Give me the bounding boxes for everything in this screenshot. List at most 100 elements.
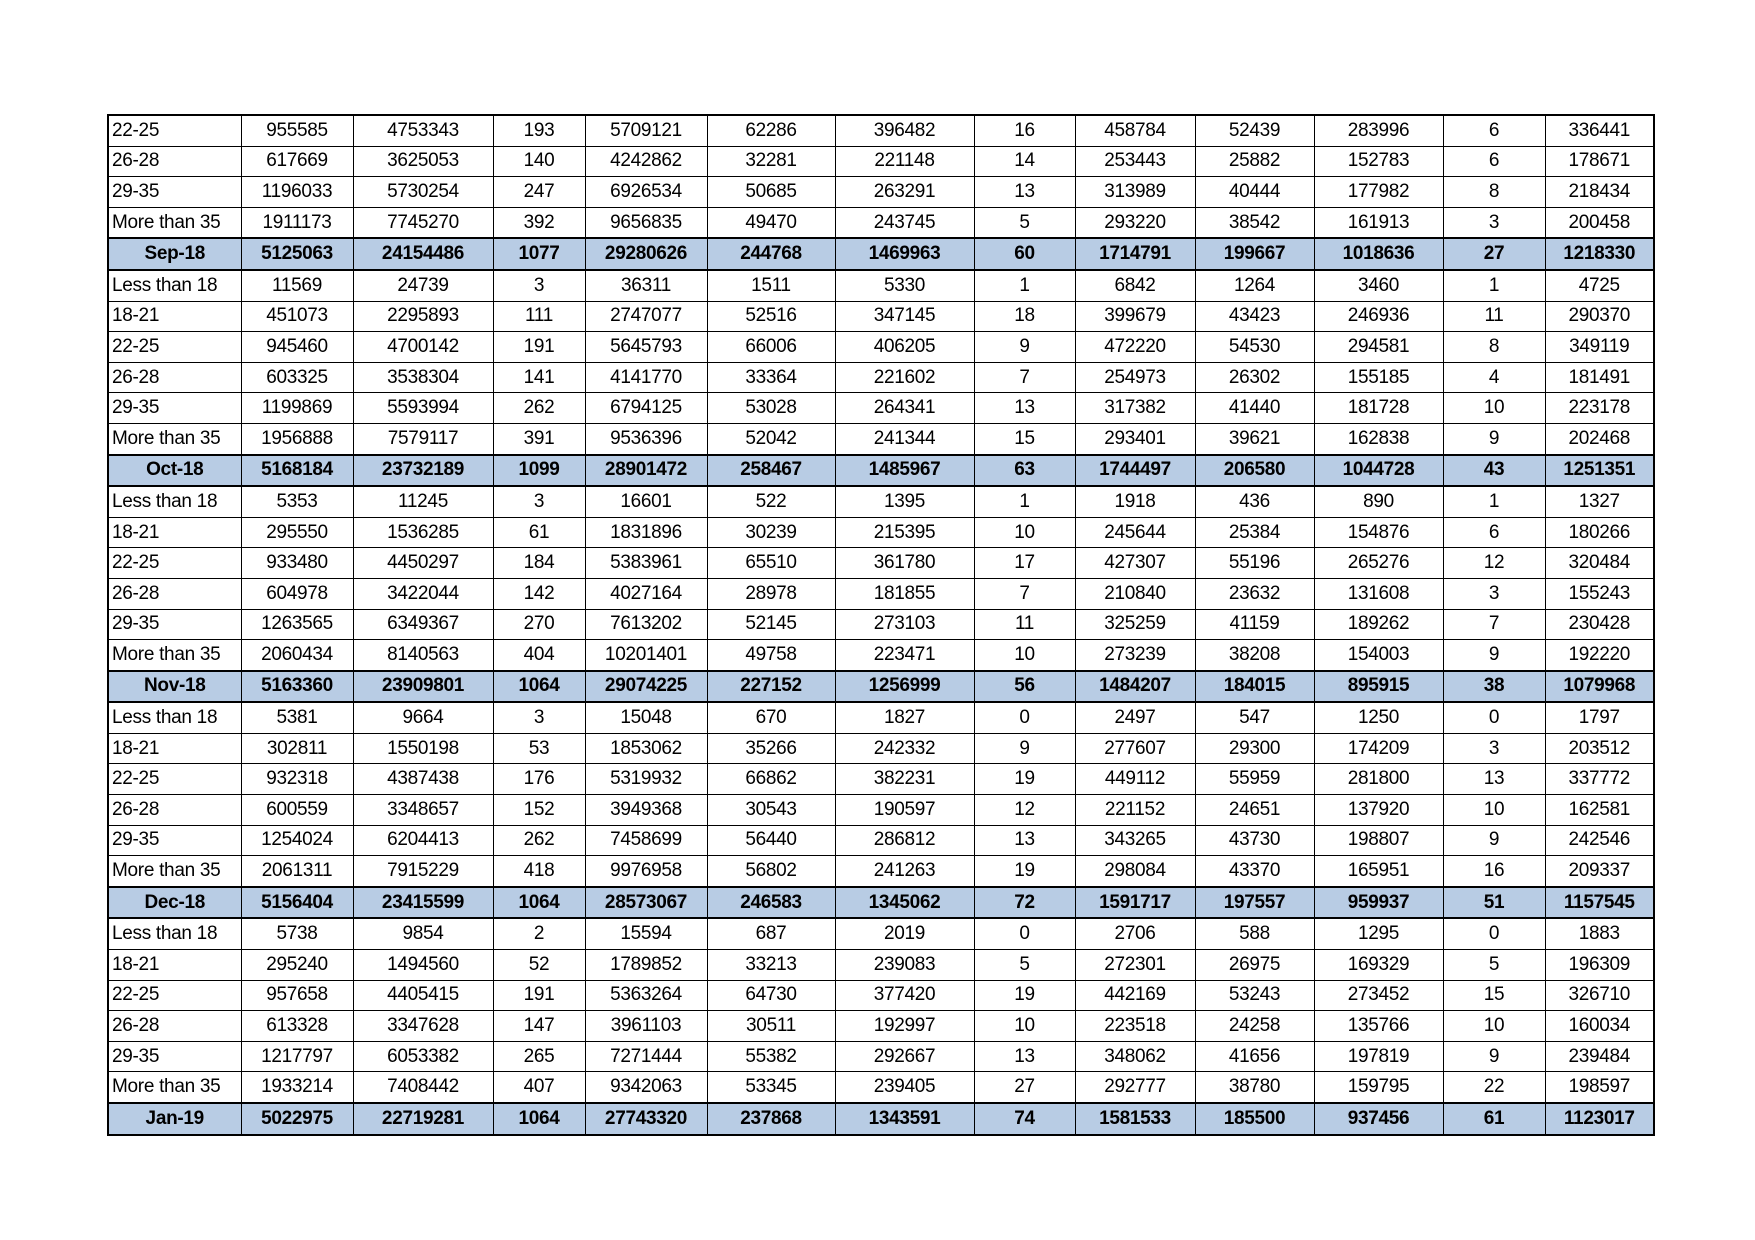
table-cell: 199667: [1194, 237, 1315, 271]
table-cell: 27743320: [584, 1102, 708, 1136]
table-cell: 273452: [1313, 979, 1444, 1012]
table-cell: 890: [1313, 485, 1444, 518]
table-cell: 281800: [1313, 763, 1444, 796]
row-label: 18-21: [107, 516, 242, 549]
table-cell: 192997: [834, 1010, 975, 1042]
row-label: More than 35: [107, 1071, 242, 1104]
table-cell: 472220: [1074, 331, 1196, 363]
table-cell: 33364: [706, 361, 836, 394]
table-cell: 5163360: [240, 669, 354, 704]
table-cell: 1469963: [834, 237, 975, 271]
row-label: Less than 18: [107, 917, 242, 951]
table-cell: 1123017: [1544, 1102, 1655, 1136]
table-cell: 6794125: [584, 392, 708, 424]
table-cell: 4753343: [352, 114, 494, 147]
table-cell: 1256999: [834, 669, 975, 704]
table-cell: 1827: [834, 701, 975, 734]
table-cell: 43730: [1194, 824, 1315, 857]
table-cell: 22: [1442, 1071, 1546, 1104]
table-cell: 347145: [834, 300, 975, 333]
table-cell: 24739: [352, 269, 494, 302]
table-cell: 945460: [240, 331, 354, 363]
table-cell: 4: [1442, 361, 1546, 394]
row-label: 29-35: [107, 176, 242, 208]
age-group-row: 22-25 957658 4405415 191 5363264 64730 377420 1…: [107, 979, 1655, 1012]
age-group-row: Less than 18 5381 9664 3 15048 670 1827 0 2497 54…: [107, 701, 1655, 734]
row-label: Jan-19: [107, 1102, 242, 1136]
table-cell: 243745: [834, 206, 975, 239]
table-cell: 7271444: [584, 1040, 708, 1073]
table-cell: 1744497: [1074, 453, 1196, 488]
table-cell: 5363264: [584, 979, 708, 1012]
table-cell: 404: [492, 639, 586, 672]
table-cell: 1199869: [240, 392, 354, 424]
table-cell: 7: [973, 577, 1076, 610]
table-cell: 56802: [706, 855, 836, 888]
table-cell: 1196033: [240, 176, 354, 208]
table-cell: 169329: [1313, 949, 1444, 981]
table-cell: 377420: [834, 979, 975, 1012]
table-cell: 5: [973, 206, 1076, 239]
table-cell: 26302: [1194, 361, 1315, 394]
table-cell: 1591717: [1074, 885, 1196, 920]
table-cell: 63: [973, 453, 1076, 488]
table-cell: 2061311: [240, 855, 354, 888]
table-cell: 3: [1442, 577, 1546, 610]
table-cell: 223518: [1074, 1010, 1196, 1042]
table-cell: 36311: [584, 269, 708, 302]
table-cell: 7745270: [352, 206, 494, 239]
table-cell: 5: [973, 949, 1076, 981]
table-cell: 10: [1442, 392, 1546, 424]
table-cell: 51: [1442, 885, 1546, 920]
table-cell: 22719281: [352, 1102, 494, 1136]
table-cell: 223178: [1544, 392, 1655, 424]
table-cell: 5330: [834, 269, 975, 302]
table-cell: 1295: [1313, 917, 1444, 951]
table-cell: 242332: [834, 732, 975, 765]
table-cell: 283996: [1313, 114, 1444, 147]
age-group-row: Less than 18 5738 9854 2 15594 687 2019 0 2706 58…: [107, 917, 1655, 951]
table-cell: 241263: [834, 855, 975, 888]
row-label: 18-21: [107, 732, 242, 765]
table-cell: 0: [973, 701, 1076, 734]
table-cell: 7: [1442, 608, 1546, 641]
table-cell: 302811: [240, 732, 354, 765]
table-cell: 3: [1442, 206, 1546, 239]
table-cell: 28978: [706, 577, 836, 610]
table-cell: 8140563: [352, 639, 494, 672]
table-cell: 1327: [1544, 485, 1655, 518]
table-cell: 181491: [1544, 361, 1655, 394]
table-cell: 604978: [240, 577, 354, 610]
table-cell: 3347628: [352, 1010, 494, 1042]
table-cell: 13: [973, 392, 1076, 424]
table-cell: 26975: [1194, 949, 1315, 981]
table-cell: 399679: [1074, 300, 1196, 333]
row-label: 22-25: [107, 547, 242, 579]
table-cell: 13: [1442, 763, 1546, 796]
table-cell: 1581533: [1074, 1102, 1196, 1136]
table-cell: 933480: [240, 547, 354, 579]
table-cell: 39621: [1194, 422, 1315, 456]
table-cell: 3460: [1313, 269, 1444, 302]
table-cell: 27: [973, 1071, 1076, 1104]
table-cell: 43423: [1194, 300, 1315, 333]
table-cell: 206580: [1194, 453, 1315, 488]
table-cell: 165951: [1313, 855, 1444, 888]
age-group-row: 26-28 613328 3347628 147 3961103 30511 192997 1…: [107, 1010, 1655, 1042]
table-cell: 9: [1442, 639, 1546, 672]
row-label: 29-35: [107, 392, 242, 424]
table-cell: 198597: [1544, 1071, 1655, 1104]
table-cell: 547: [1194, 701, 1315, 734]
table-cell: 2295893: [352, 300, 494, 333]
table-cell: 111: [492, 300, 586, 333]
table-cell: 9: [1442, 422, 1546, 456]
table-cell: 406205: [834, 331, 975, 363]
table-cell: 181728: [1313, 392, 1444, 424]
table-cell: 293401: [1074, 422, 1196, 456]
table-cell: 52042: [706, 422, 836, 456]
month-total-row: Nov-18 5163360 23909801 1064 29074225 227152 1…: [107, 669, 1655, 704]
table-cell: 1064: [492, 885, 586, 920]
table-cell: 522: [706, 485, 836, 518]
table-cell: 273239: [1074, 639, 1196, 672]
table-cell: 3422044: [352, 577, 494, 610]
